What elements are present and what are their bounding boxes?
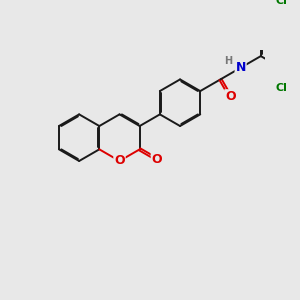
Text: O: O — [152, 153, 162, 166]
Text: Cl: Cl — [275, 82, 287, 93]
Text: N: N — [236, 61, 246, 74]
Text: O: O — [225, 90, 236, 103]
Text: O: O — [114, 154, 125, 167]
Text: Cl: Cl — [275, 0, 287, 6]
Text: H: H — [224, 56, 232, 66]
